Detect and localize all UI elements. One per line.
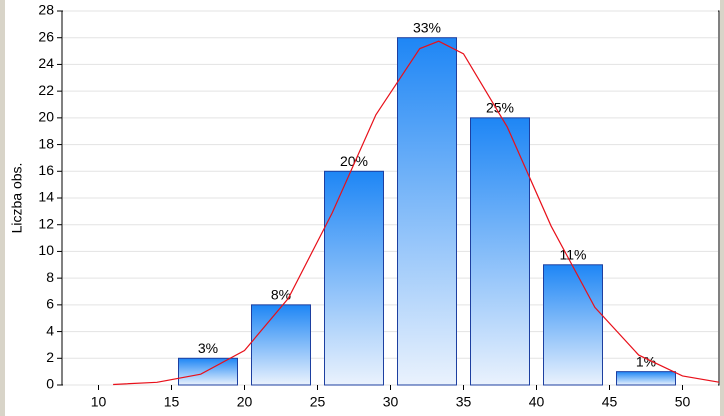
x-tick-label: 35: [456, 394, 472, 410]
y-tick-label: 0: [46, 376, 54, 392]
density-curve: [113, 40, 720, 386]
y-tick-label: 28: [38, 2, 54, 18]
frame-right: [720, 0, 724, 416]
x-tick-label: 25: [310, 394, 326, 410]
y-tick-label: 16: [38, 162, 54, 178]
bar: [397, 37, 457, 386]
y-tick-label: 24: [38, 55, 54, 71]
bar: [470, 117, 530, 386]
x-tick-label: 10: [91, 394, 107, 410]
y-tick-label: 4: [46, 322, 54, 338]
x-tick-label: 20: [237, 394, 253, 410]
x-tick-label: 50: [675, 394, 691, 410]
y-tick-label: 26: [38, 28, 54, 44]
y-tick-label: 6: [46, 296, 54, 312]
value-label: 33%: [413, 19, 441, 35]
bar: [178, 357, 238, 386]
y-tick-label: 10: [38, 242, 54, 258]
value-label: 3%: [198, 340, 218, 356]
value-label: 8%: [271, 287, 291, 303]
value-label: 11%: [560, 246, 587, 262]
frame-left: [0, 0, 5, 416]
y-tick-label: 18: [38, 135, 54, 151]
x-tick-label: 15: [164, 394, 180, 410]
value-label: 1%: [636, 353, 656, 369]
bar: [616, 371, 676, 386]
x-tick-label: 45: [602, 394, 618, 410]
y-tick-label: 8: [46, 269, 54, 285]
bar: [543, 264, 603, 386]
y-tick-label: 22: [38, 82, 54, 98]
bar: [324, 170, 384, 386]
x-tick-label: 40: [529, 394, 545, 410]
x-tick-label: 30: [383, 394, 399, 410]
bar: [251, 304, 311, 386]
value-label: 20%: [340, 153, 368, 169]
y-axis-label: Liczba obs.: [9, 163, 25, 234]
y-tick-label: 14: [38, 189, 54, 205]
y-tick-label: 12: [38, 215, 54, 231]
value-label: 25%: [486, 100, 514, 116]
y-tick-label: 20: [38, 109, 54, 125]
y-tick-label: 2: [46, 349, 54, 365]
